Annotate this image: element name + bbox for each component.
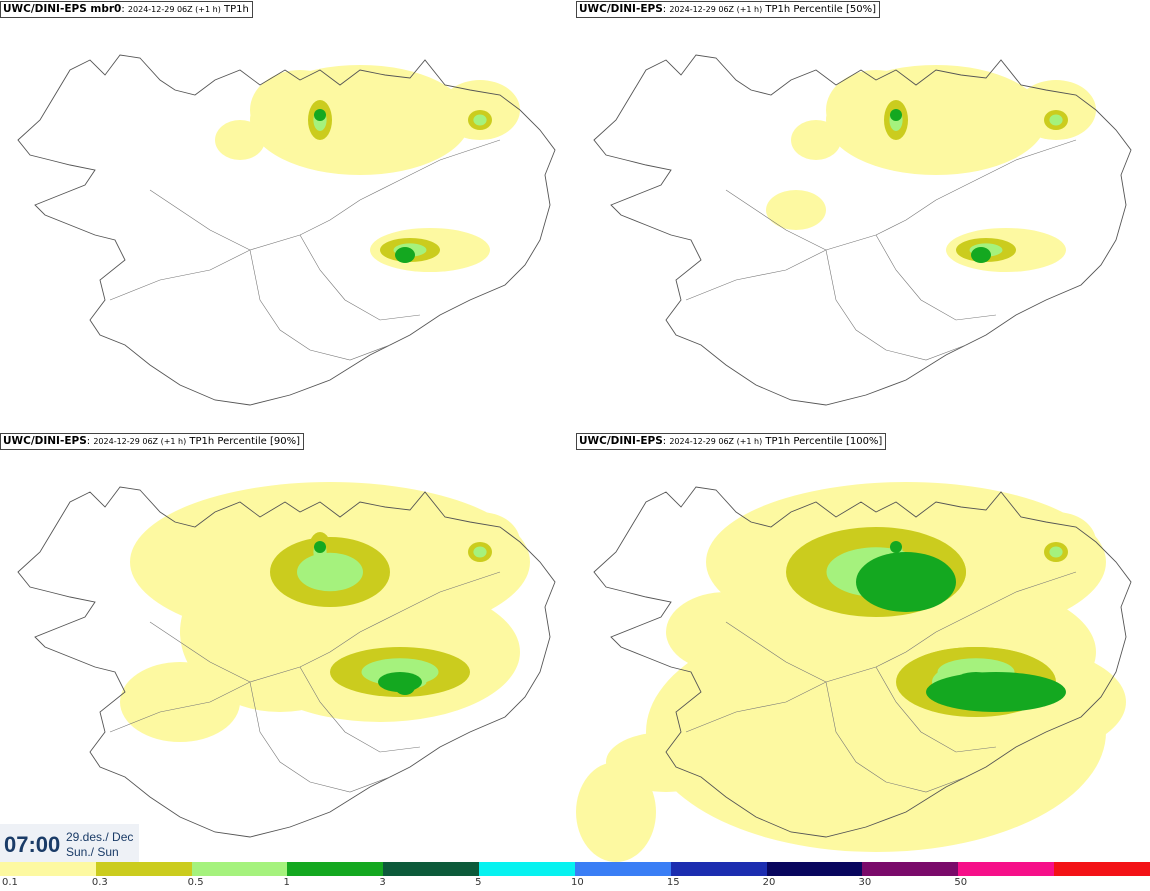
legend-swatch [383,862,480,876]
legend-swatch [670,862,767,876]
panel-field: TP1h Percentile [100%] [765,436,883,447]
panel-title: UWC/DINI-EPS: 2024-12-29 06Z (+1 h) TP1h… [576,1,880,18]
precip-area-heavy [926,672,1066,712]
panel-title: UWC/DINI-EPS mbr0: 2024-12-29 06Z (+1 h)… [0,1,253,18]
legend-tick-label: 1 [283,877,290,888]
panel-title: UWC/DINI-EPS: 2024-12-29 06Z (+1 h) TP1h… [0,433,304,450]
precip-area-heavy [314,541,326,553]
map-canvas [576,482,1132,862]
legend-tick-label: 10 [571,877,584,888]
road-line [359,139,501,201]
legend-tick-label: 0.1 [2,877,18,888]
legend-swatch [479,862,575,876]
valid-weekday: Sun./ Sun [66,845,119,859]
panel-run-time: 2024-12-29 06Z (+1 h) [669,5,763,14]
road-line [149,189,251,251]
road-line [249,249,391,361]
legend-swatch [1054,862,1150,876]
road-line [725,621,827,683]
valid-time-box: 07:00 29.des./ Dec Sun./ Sun [0,824,139,862]
precip-area-light [606,732,726,792]
coastline [17,486,556,838]
legend-colorbar [0,862,1150,876]
color-legend: 0.1 0.3 0.5 1 3 5 10 15 20 30 50 [0,862,1150,891]
legend-tick-label: 5 [475,877,482,888]
precip-area-light [646,612,1106,852]
road-line [875,234,997,321]
panel-model: UWC/DINI-EPS [579,435,663,447]
legend-tick-label: 3 [379,877,386,888]
precip-area-medium [473,546,487,558]
precip-area-heavy [395,247,415,263]
road-line [825,681,967,793]
precip-area-medium [1049,114,1063,126]
map-panel-p100: UWC/DINI-EPS: 2024-12-29 06Z (+1 h) TP1h… [576,432,1150,862]
legend-swatch [862,862,959,876]
panel-run-time: 2024-12-29 06Z (+1 h) [93,437,187,446]
panel-title: UWC/DINI-EPS: 2024-12-29 06Z (+1 h) TP1h… [576,433,887,450]
legend-swatch [766,862,863,876]
panel-field: TP1h Percentile [90%] [189,436,300,447]
legend-swatch [574,862,671,876]
legend-tick-label: 50 [954,877,968,888]
valid-time: 07:00 [4,832,61,857]
precip-area-heavy [314,109,326,121]
panel-run-time: 2024-12-29 06Z (+1 h) [669,437,763,446]
panel-model: UWC/DINI-EPS mbr0 [3,3,122,15]
legend-tick-label: 0.5 [187,877,204,888]
legend-tick-labels: 0.1 0.3 0.5 1 3 5 10 15 20 30 50 [0,876,1150,891]
road-line [249,681,391,793]
legend-tick-label: 0.3 [91,877,108,888]
legend-swatch [0,862,96,876]
map-panel-mbr0: UWC/DINI-EPS mbr0: 2024-12-29 06Z (+1 h)… [0,0,575,430]
panel-model: UWC/DINI-EPS [3,435,87,447]
road-line [359,571,501,633]
road-line [109,199,361,301]
precip-area-medium [473,114,487,126]
map-canvas [17,54,556,406]
panel-run-time: 2024-12-29 06Z (+1 h) [127,5,221,14]
precip-area-light [766,190,826,230]
precip-area-light [215,120,265,160]
precip-area-heavy [890,109,902,121]
precip-area-heavy [971,247,991,263]
legend-swatch [287,862,384,876]
map-canvas [593,54,1132,406]
road-line [299,666,421,753]
legend-swatch [95,862,192,876]
panel-field: TP1h [224,4,249,15]
road-line [935,139,1077,201]
road-line [725,189,827,251]
coastline [593,54,1132,406]
precip-area-heavy [856,552,956,612]
legend-swatch [191,862,288,876]
road-line [299,234,421,321]
precip-area-medium [1049,546,1063,558]
legend-swatch [958,862,1055,876]
precip-area-heavy [378,672,422,692]
map-panel-p50: UWC/DINI-EPS: 2024-12-29 06Z (+1 h) TP1h… [576,0,1150,430]
precip-area-heavy [890,541,902,553]
legend-tick-label: 20 [762,877,776,888]
coastline [593,486,1132,838]
road-line [149,621,251,683]
precip-area-light [791,120,841,160]
panel-model: UWC/DINI-EPS [579,3,663,15]
legend-tick-label: 15 [666,877,680,888]
map-canvas [17,482,556,838]
legend-tick-label: 30 [858,877,872,888]
valid-date: 29.des./ Dec [66,830,134,844]
road-line [875,666,997,753]
road-line [825,249,967,361]
coastline [17,54,556,406]
precip-area-medium [297,552,363,592]
map-panel-p90: UWC/DINI-EPS: 2024-12-29 06Z (+1 h) TP1h… [0,432,575,862]
road-line [935,571,1077,633]
panel-field: TP1h Percentile [50%] [765,4,876,15]
